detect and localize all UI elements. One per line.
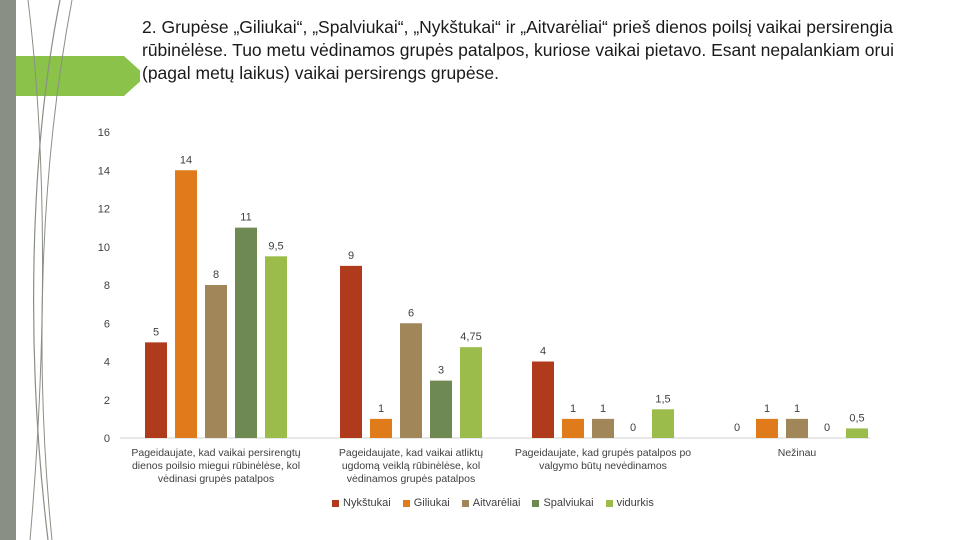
legend-label: Aitvarėliai xyxy=(472,497,521,509)
legend-label: vidurkis xyxy=(616,497,654,509)
data-label: 4 xyxy=(540,346,546,358)
slide-title: 2. Grupėse „Giliukai“, „Spalviukai“, „Ny… xyxy=(142,17,894,83)
bar xyxy=(562,418,584,438)
data-label: 6 xyxy=(408,307,414,319)
legend-swatch xyxy=(532,499,540,507)
decorative-side-lines xyxy=(0,0,140,540)
legend-label: Spalviukai xyxy=(543,497,594,509)
y-tick-label: 8 xyxy=(104,280,110,292)
legend-item: vidurkis xyxy=(605,497,654,509)
legend-swatch xyxy=(402,499,410,507)
bar xyxy=(400,323,422,438)
data-label: 3 xyxy=(438,365,444,377)
legend-label: Nykštukai xyxy=(343,497,391,509)
category-label: Nežinau xyxy=(778,447,817,459)
chart-legend: Nykštukai Giliukai Aitvarėliai Spalviukai vi… xyxy=(332,497,654,509)
bar xyxy=(235,227,257,438)
data-label: 9 xyxy=(348,250,354,262)
data-label: 1,5 xyxy=(655,393,670,405)
legend-swatch xyxy=(332,499,339,507)
bar xyxy=(265,256,287,438)
data-label: 0 xyxy=(630,422,636,434)
data-label: 4,75 xyxy=(460,331,481,343)
y-tick-label: 4 xyxy=(104,357,110,369)
y-tick-label: 6 xyxy=(104,318,110,330)
bar xyxy=(532,361,554,438)
bar xyxy=(205,285,227,438)
bar xyxy=(460,347,482,438)
category-label: Pageidaujate, kad vaikai atliktų ugdomą v… xyxy=(339,447,483,485)
y-tick-label: 12 xyxy=(98,204,110,216)
data-label: 5 xyxy=(153,326,159,338)
data-label: 1 xyxy=(570,403,576,415)
data-label: 0,5 xyxy=(849,412,864,424)
bar xyxy=(175,170,197,438)
data-label: 1 xyxy=(378,403,384,415)
bar xyxy=(340,265,362,438)
bar xyxy=(430,380,452,438)
data-label: 8 xyxy=(213,269,219,281)
bar xyxy=(846,428,868,438)
data-label: 11 xyxy=(240,212,251,224)
data-label: 0 xyxy=(734,422,740,434)
data-label: 1 xyxy=(794,403,800,415)
data-label: 1 xyxy=(764,403,770,415)
y-tick-label: 14 xyxy=(98,165,110,177)
bar xyxy=(756,418,778,438)
category-label: Pageidaujate, kad vaikai persirengtų dien… xyxy=(131,447,300,485)
category-label: Pageidaujate, kad grupės patalpos po valg… xyxy=(515,447,691,472)
legend-label: Giliukai xyxy=(413,497,450,509)
data-label: 9,5 xyxy=(268,240,283,252)
legend-item: Giliukai xyxy=(402,497,450,509)
y-tick-label: 0 xyxy=(104,433,110,445)
legend-item: Spalviukai xyxy=(532,497,594,509)
data-label: 1 xyxy=(600,403,606,415)
data-label: 0 xyxy=(824,422,830,434)
legend-item: Nykštukai xyxy=(332,497,391,509)
bar xyxy=(370,418,392,438)
bar xyxy=(592,418,614,438)
y-tick-label: 2 xyxy=(104,395,110,407)
legend-item: Aitvarėliai xyxy=(461,497,521,509)
y-tick-label: 16 xyxy=(98,127,110,139)
bar xyxy=(145,342,167,438)
legend-swatch xyxy=(605,499,613,507)
bar xyxy=(786,418,808,438)
data-label: 14 xyxy=(180,154,192,166)
y-tick-label: 10 xyxy=(98,242,110,254)
legend-swatch xyxy=(461,499,469,507)
bar xyxy=(652,409,674,438)
